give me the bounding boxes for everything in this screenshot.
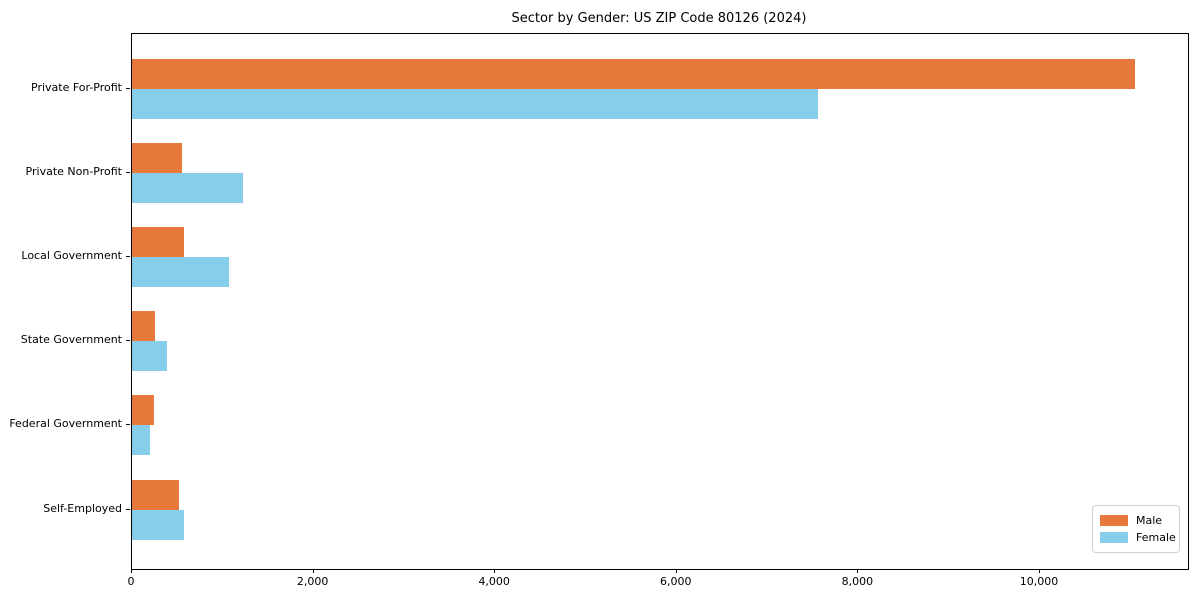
y-tick-mark — [126, 424, 130, 426]
bar-female-private-non-profit — [132, 173, 243, 204]
bar-male-private-non-profit — [132, 143, 182, 174]
bar-female-local-government — [132, 257, 229, 288]
bar-male-federal-government — [132, 395, 154, 426]
legend-item-female: Female — [1100, 529, 1176, 546]
bar-male-local-government — [132, 227, 184, 258]
y-tick-mark — [126, 256, 130, 258]
y-tick-mark — [126, 172, 130, 174]
x-tick-mark — [675, 569, 677, 573]
x-tick-label-8000: 8,000 — [841, 575, 874, 588]
y-tick-mark — [126, 88, 130, 89]
bar-male-self-employed — [132, 479, 179, 510]
y-tick-label-private-for-profit: Private For-Profit — [31, 81, 122, 94]
x-tick-label-2000: 2,000 — [296, 575, 329, 588]
bar-female-private-for-profit — [132, 89, 818, 119]
legend: Male Female — [1092, 505, 1180, 553]
chart-title: Sector by Gender: US ZIP Code 80126 (202… — [511, 11, 807, 26]
bar-female-self-employed — [132, 509, 184, 540]
x-tick-label-4000: 4,000 — [478, 575, 510, 588]
bar-male-private-for-profit — [132, 59, 1135, 89]
x-tick-mark — [312, 569, 314, 573]
legend-swatch-male — [1100, 515, 1128, 526]
bar-male-state-government — [132, 311, 155, 342]
y-tick-label-private-non-profit: Private Non-Profit — [25, 165, 122, 179]
bar-female-federal-government — [132, 425, 150, 456]
y-tick-label-federal-government: Federal Government — [9, 417, 122, 431]
bar-female-state-government — [132, 341, 167, 372]
legend-item-male: Male — [1100, 512, 1171, 529]
y-tick-mark — [126, 508, 130, 510]
x-tick-mark — [1038, 569, 1040, 573]
y-tick-label-self-employed: Self-Employed — [43, 501, 122, 515]
y-tick-label-state-government: State Government — [20, 333, 122, 347]
legend-swatch-female — [1100, 532, 1128, 543]
x-tick-mark — [131, 569, 132, 573]
legend-label-male: Male — [1136, 514, 1163, 527]
x-tick-label-0: 0 — [127, 575, 135, 588]
y-tick-label-local-government: Local Government — [21, 249, 122, 263]
legend-label-female: Female — [1136, 531, 1176, 544]
x-tick-label-6000: 6,000 — [660, 575, 692, 588]
x-tick-mark — [494, 569, 496, 573]
plot-area — [131, 33, 1189, 570]
y-tick-mark — [126, 340, 130, 342]
x-tick-mark — [857, 569, 859, 573]
x-tick-label-10000: 10,000 — [1019, 575, 1059, 588]
